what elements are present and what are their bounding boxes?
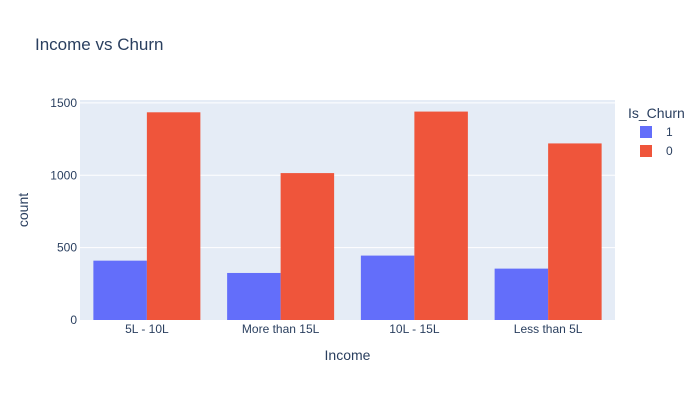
y-tick-label: 1500 [50,96,77,110]
y-axis-ticks: 0 500 1000 1500 [50,96,77,327]
bar-1-3[interactable] [494,268,549,320]
x-tick-label: More than 15L [242,322,320,336]
y-tick-label: 0 [70,313,77,327]
bars [93,111,602,320]
legend-label-0[interactable]: 0 [666,144,673,158]
chart-title: Income vs Churn [35,35,164,54]
y-tick-label: 500 [57,241,77,255]
legend-label-1[interactable]: 1 [666,125,673,139]
legend-swatch-0[interactable] [640,145,652,157]
x-tick-label: Less than 5L [514,322,583,336]
legend-swatch-1[interactable] [640,126,652,138]
bar-0-1[interactable] [280,173,335,320]
bar-0-3[interactable] [548,143,602,320]
bar-1-1[interactable] [227,272,281,320]
legend-items[interactable]: 10 [640,125,673,158]
bar-0-2[interactable] [414,111,468,320]
x-axis-label: Income [325,347,371,363]
legend-title: Is_Churn [628,105,685,121]
y-tick-label: 1000 [50,168,77,182]
bar-1-2[interactable] [360,255,415,320]
x-tick-label: 10L - 15L [389,322,440,336]
bar-0-0[interactable] [146,112,201,320]
x-tick-label: 5L - 10L [125,322,169,336]
x-axis-ticks: 5L - 10L More than 15L 10L - 15L Less than … [125,322,583,336]
y-axis-label: count [15,193,31,227]
legend[interactable]: Is_Churn 10 [628,105,685,158]
bar-1-0[interactable] [93,260,147,320]
